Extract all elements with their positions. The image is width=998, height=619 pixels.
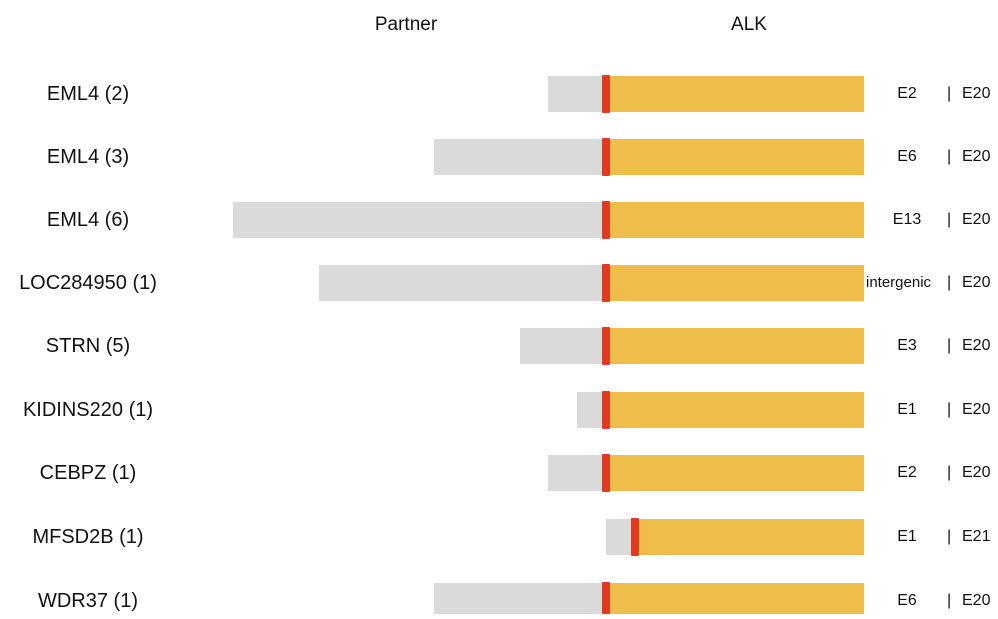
fusion-partner-label: EML4 (2) <box>46 83 130 105</box>
partner-segment <box>606 519 635 555</box>
partner-segment <box>434 583 607 614</box>
breakpoint-marker <box>602 201 610 239</box>
alk-segment <box>605 583 864 614</box>
fusion-row-eml4-3: EML4 (3) E6 | E20 <box>0 138 998 176</box>
alk-segment <box>605 76 864 112</box>
exon-separator: | <box>947 337 952 354</box>
alk-segment <box>605 139 864 175</box>
fusion-partner-label: EML4 (3) <box>46 146 130 168</box>
partner-exon: intergenic <box>866 274 932 291</box>
breakpoint-marker <box>602 75 610 113</box>
partner-segment <box>233 202 607 238</box>
partner-segment <box>548 76 607 112</box>
exon-separator: | <box>947 401 952 418</box>
fusion-row-strn: STRN (5) E3 | E20 <box>0 327 998 365</box>
partner-exon: E1 <box>897 401 917 418</box>
fusion-partner-label: STRN (5) <box>45 335 131 357</box>
alk-exon: E20 <box>962 337 991 354</box>
alk-exon: E21 <box>962 528 991 545</box>
fusion-partner-label: KIDINS220 (1) <box>22 399 154 421</box>
alk-exon: E20 <box>962 211 991 228</box>
breakpoint-marker <box>602 264 610 302</box>
exon-separator: | <box>947 528 952 545</box>
partner-header: Partner <box>374 14 438 35</box>
fusion-row-cebpz: CEBPZ (1) E2 | E20 <box>0 454 998 492</box>
exon-separator: | <box>947 592 952 609</box>
breakpoint-marker <box>631 518 639 556</box>
partner-segment <box>434 139 607 175</box>
partner-exon: E6 <box>897 148 917 165</box>
breakpoint-marker <box>602 327 610 365</box>
alk-exon: E20 <box>962 401 991 418</box>
alk-segment <box>605 202 864 238</box>
fusion-row-eml4-2: EML4 (2) E2 | E20 <box>0 75 998 113</box>
fusion-partner-label: WDR37 (1) <box>37 590 138 612</box>
alk-exon: E20 <box>962 148 991 165</box>
fusion-partner-label: MFSD2B (1) <box>32 526 144 548</box>
alk-exon: E20 <box>962 592 991 609</box>
exon-separator: | <box>947 148 952 165</box>
partner-exon: E3 <box>897 337 917 354</box>
alk-segment <box>605 328 864 364</box>
exon-separator: | <box>947 274 952 291</box>
breakpoint-marker <box>602 391 610 429</box>
fusion-row-wdr37: WDR37 (1) E6 | E20 <box>0 582 998 619</box>
partner-exon: E2 <box>897 85 917 102</box>
exon-separator: | <box>947 464 952 481</box>
fusion-row-eml4-6: EML4 (6) E13 | E20 <box>0 201 998 239</box>
alk-segment <box>605 392 864 428</box>
breakpoint-marker <box>602 582 610 614</box>
fusion-partner-label: LOC284950 (1) <box>19 272 157 294</box>
alk-segment <box>634 519 864 555</box>
breakpoint-marker <box>602 138 610 176</box>
partner-exon: E2 <box>897 464 917 481</box>
alk-header: ALK <box>731 14 767 35</box>
fusion-partner-label: CEBPZ (1) <box>39 462 137 484</box>
partner-exon: E6 <box>897 592 917 609</box>
alk-segment <box>605 265 864 301</box>
partner-segment <box>520 328 607 364</box>
alk-exon: E20 <box>962 85 991 102</box>
breakpoint-marker <box>602 454 610 492</box>
fusion-row-loc284950: LOC284950 (1) intergenic | E20 <box>0 264 998 302</box>
partner-exon: E13 <box>892 211 922 228</box>
fusion-partner-label: EML4 (6) <box>46 209 130 231</box>
partner-segment <box>319 265 607 301</box>
alk-exon: E20 <box>962 464 991 481</box>
alk-segment <box>605 455 864 491</box>
fusion-row-kidins220: KIDINS220 (1) E1 | E20 <box>0 391 998 429</box>
alk-exon: E20 <box>962 274 991 291</box>
partner-segment <box>548 455 607 491</box>
exon-separator: | <box>947 211 952 228</box>
fusion-row-mfsd2b: MFSD2B (1) E1 | E21 <box>0 518 998 556</box>
exon-separator: | <box>947 85 952 102</box>
partner-exon: E1 <box>897 528 917 545</box>
